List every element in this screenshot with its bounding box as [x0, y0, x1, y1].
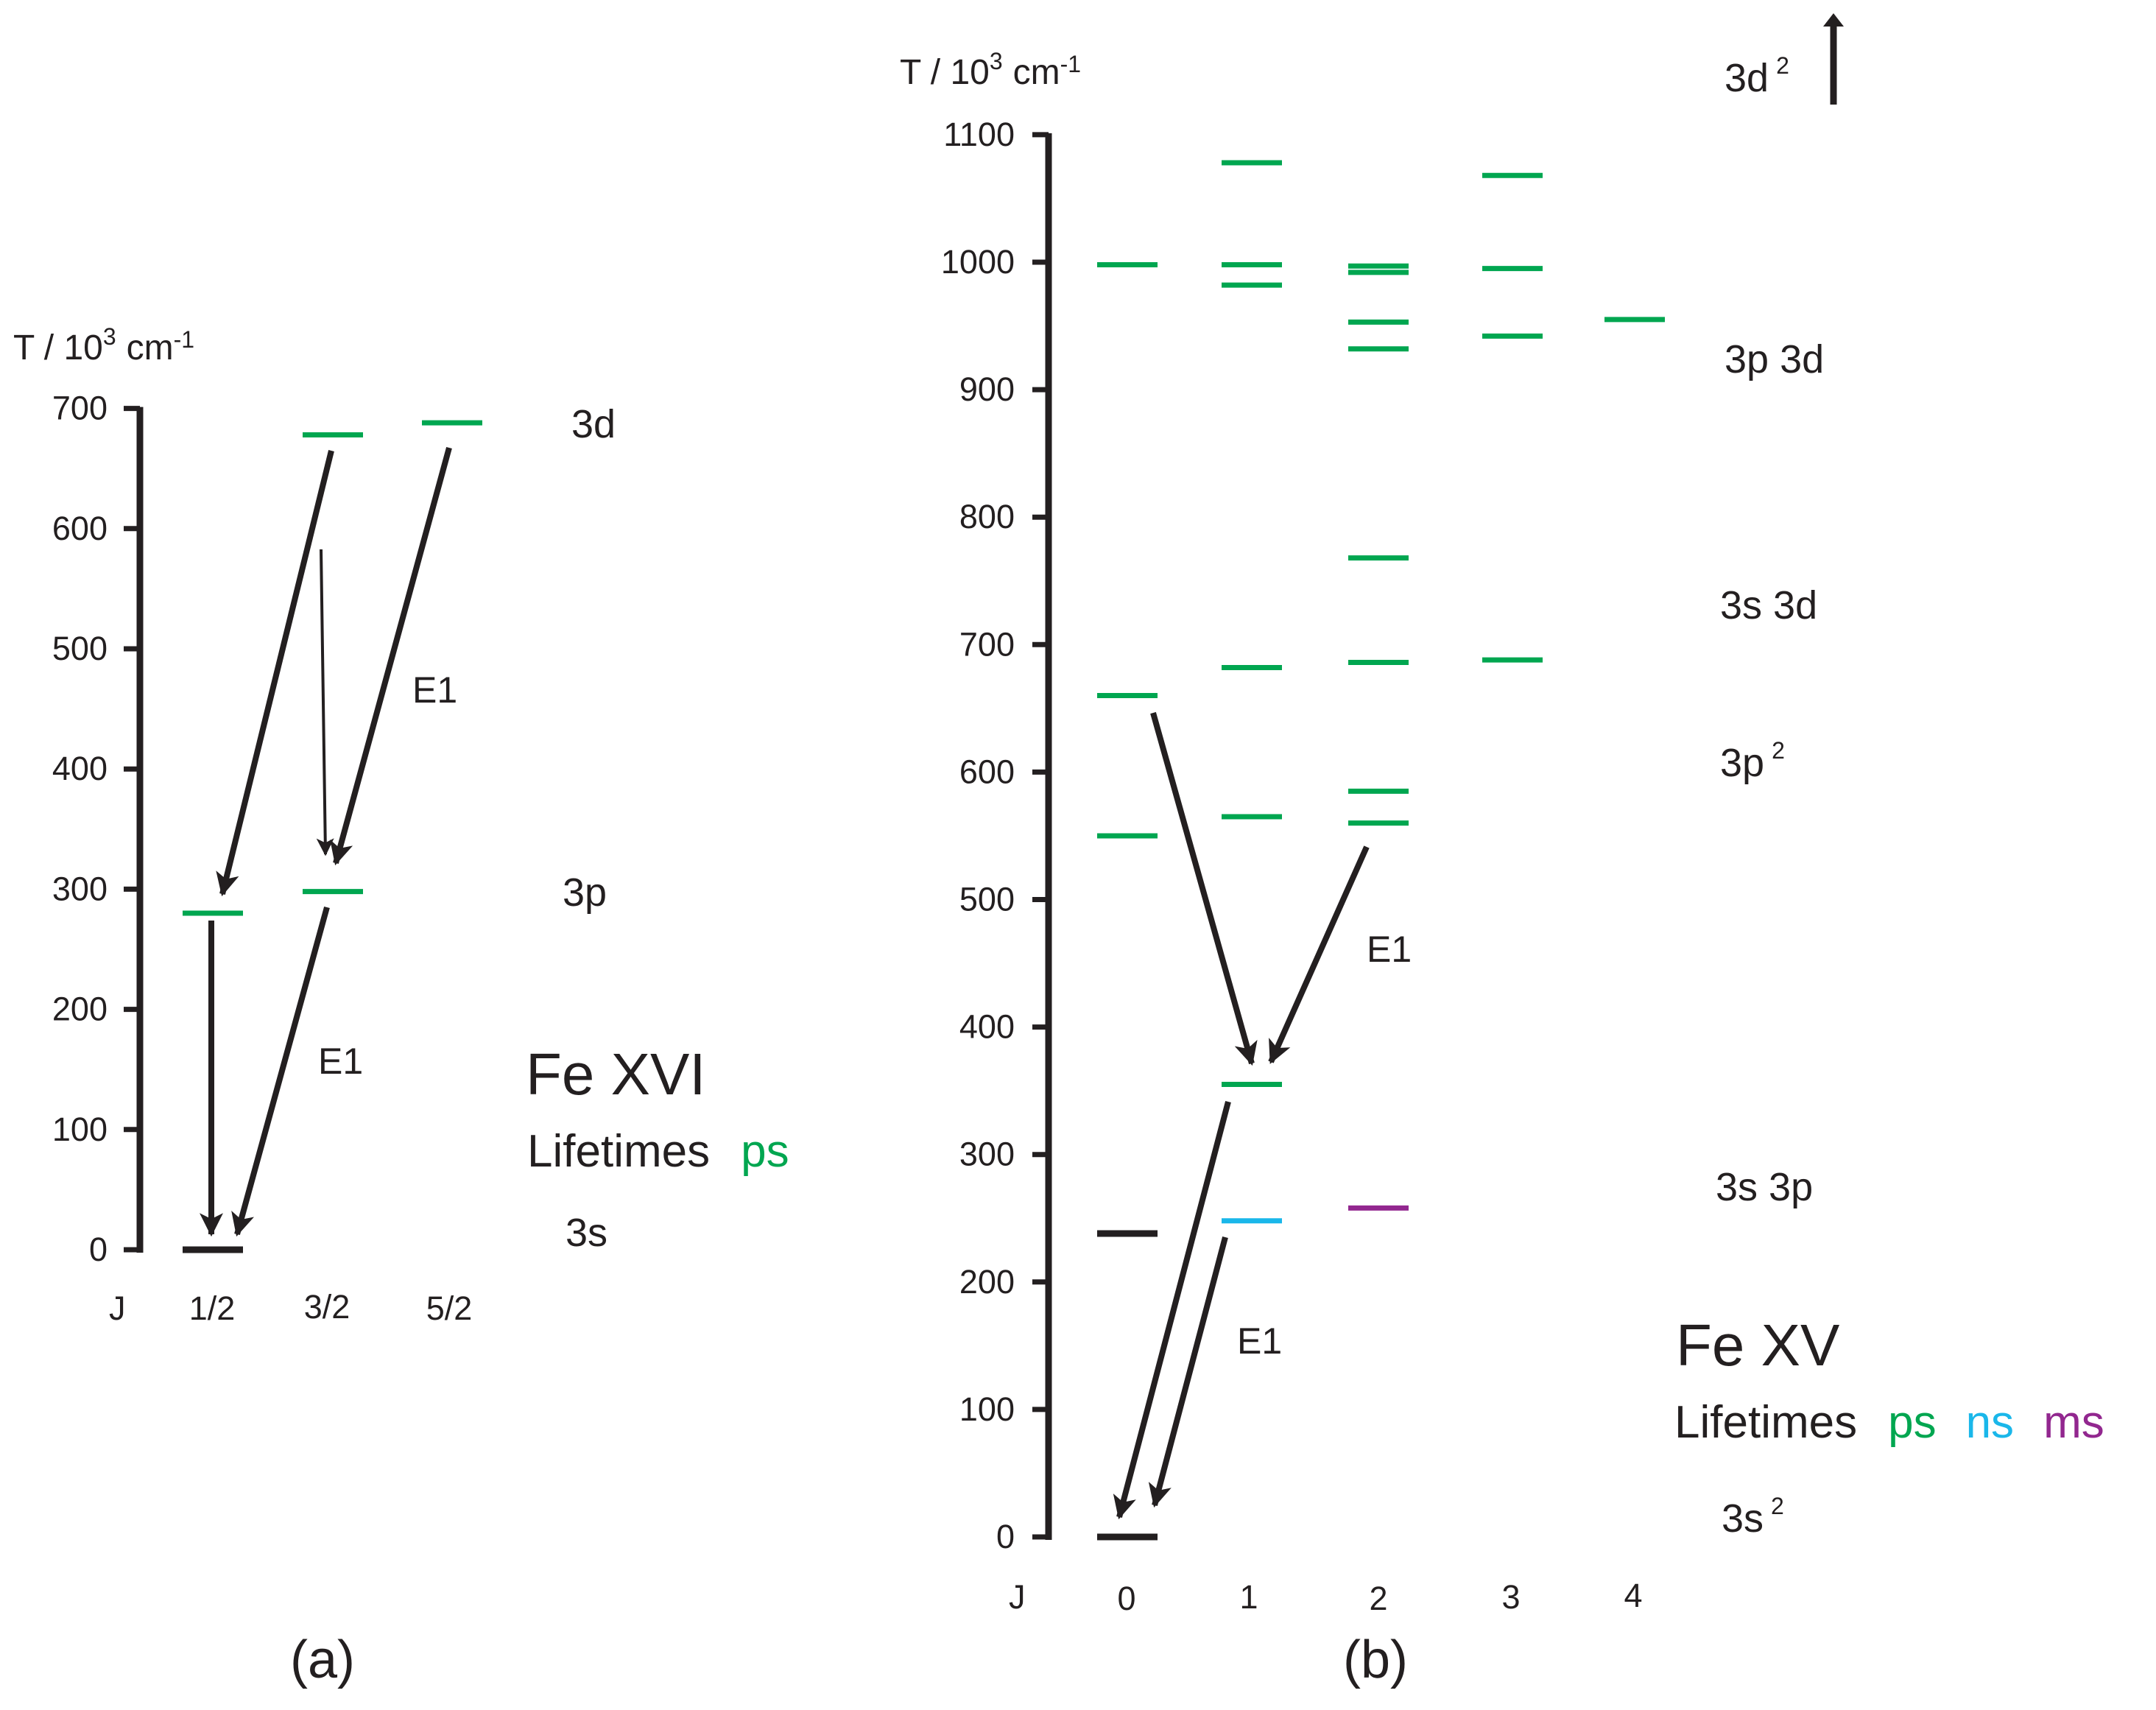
y-tick-label: 1000	[941, 243, 1015, 281]
transition-arrow	[231, 906, 330, 1237]
panel-b-lifetime-ps: ps	[1888, 1397, 1936, 1448]
panel-a-e1-label: E1	[412, 669, 457, 711]
y-tick-label: 100	[959, 1390, 1015, 1428]
y-tick-label: 300	[959, 1136, 1015, 1173]
panel-a-ion-label: Fe XVI	[526, 1041, 706, 1107]
y-tick-label: 500	[959, 881, 1015, 918]
panel-b-continuation-arrow	[1823, 13, 1844, 105]
panel-a-y-tick-labels: 0 100 200 300 400 500 600 700	[52, 390, 108, 1268]
y-tick-label: 700	[52, 390, 108, 427]
panel-a-j-value: 3/2	[304, 1288, 350, 1326]
panel-a-axis-title: T / 103 cm-1	[13, 323, 194, 367]
y-tick-label: 700	[959, 625, 1015, 663]
panel-a-energy-levels	[183, 420, 482, 1253]
y-tick-label: 200	[52, 991, 108, 1028]
panel-b-term-3p3d: 3p 3d	[1725, 337, 1824, 381]
panel-b-y-axis	[1032, 132, 1052, 1540]
panel-b-transitions	[1113, 711, 1370, 1520]
panel-b-j-value: 2	[1369, 1580, 1387, 1617]
panel-b-j-value: 1	[1239, 1578, 1258, 1616]
y-tick-label: 600	[52, 510, 108, 547]
panel-b-energy-levels	[1097, 160, 1665, 1541]
panel-b-j-value: 3	[1501, 1578, 1520, 1616]
y-tick-label: 1100	[943, 116, 1015, 153]
y-tick-label: 500	[52, 630, 108, 667]
panel-a-label: (a)	[290, 1630, 355, 1689]
transition-arrow	[1113, 1100, 1231, 1520]
panel-a-lifetime-ps: ps	[741, 1126, 789, 1177]
y-tick-label: 400	[959, 1008, 1015, 1046]
y-tick-label: 600	[959, 753, 1015, 790]
panel-a-term-3p: 3p	[563, 870, 607, 915]
panel-a-e1-label: E1	[318, 1041, 363, 1082]
transition-arrow	[316, 549, 334, 856]
panel-b-ion-label: Fe XV	[1676, 1312, 1840, 1378]
transition-arrow	[1148, 1236, 1228, 1508]
panel-b-e1-label: E1	[1237, 1320, 1282, 1362]
panel-a-term-3d: 3d	[571, 402, 616, 446]
panel-b-y-tick-labels: 0 100 200 300 400 500 600 700 800 900 1000 1100	[941, 116, 1015, 1555]
panel-b-term-3s3p: 3s 3p	[1716, 1165, 1813, 1209]
panel-a-j-value: 1/2	[189, 1289, 236, 1327]
transition-arrow	[330, 446, 452, 866]
panel-b-term-3s3d: 3s 3d	[1720, 583, 1817, 627]
panel-a-y-axis	[124, 406, 144, 1253]
panel-b-j-value: 4	[1624, 1577, 1642, 1614]
panel-a-term-3s: 3s	[566, 1211, 607, 1255]
y-tick-label: 200	[959, 1263, 1015, 1301]
panel-b-label: (b)	[1343, 1630, 1408, 1689]
panel-a-j-axis-label: J	[109, 1289, 126, 1327]
y-tick-label: 100	[52, 1111, 108, 1148]
transition-arrow	[1150, 711, 1258, 1066]
panel-b-j-axis-label: J	[1009, 1578, 1026, 1616]
y-tick-label: 800	[959, 498, 1015, 535]
y-tick-label: 900	[959, 370, 1015, 408]
y-tick-label: 0	[996, 1518, 1015, 1555]
panel-a-lifetimes-legend: Lifetimes ps	[527, 1126, 789, 1177]
transition-arrow	[216, 450, 334, 897]
y-tick-label: 300	[52, 870, 108, 907]
panel-b-j-value: 0	[1117, 1580, 1135, 1617]
y-tick-label: 0	[89, 1231, 108, 1268]
panel-b-axis-title: T / 103 cm-1	[900, 48, 1081, 92]
panel-a-transitions	[200, 446, 452, 1237]
panel-b-term-3p2: 3p 2	[1720, 737, 1785, 785]
panel-b-lifetime-ms: ms	[2043, 1397, 2104, 1448]
y-tick-label: 400	[52, 750, 108, 787]
panel-b-fe-xv: 0 100 200 300 400 500 600 700 800 900 1000 1100 T /…	[900, 13, 2104, 1689]
panel-b-term-3d2: 3d 2	[1725, 52, 1789, 100]
panel-b-term-3s2: 3s 2	[1722, 1493, 1784, 1541]
panel-a-fe-xvi: 0 100 200 300 400 500 600 700 T / 103 cm-1 J 1/2…	[13, 323, 789, 1689]
panel-b-lifetimes-legend: Lifetimes ps ns ms	[1674, 1397, 2104, 1448]
panel-b-e1-label: E1	[1367, 929, 1412, 970]
panel-b-lifetime-ns: ns	[1966, 1397, 2014, 1448]
transition-arrow	[1268, 845, 1370, 1064]
panel-a-j-value: 5/2	[426, 1289, 473, 1327]
